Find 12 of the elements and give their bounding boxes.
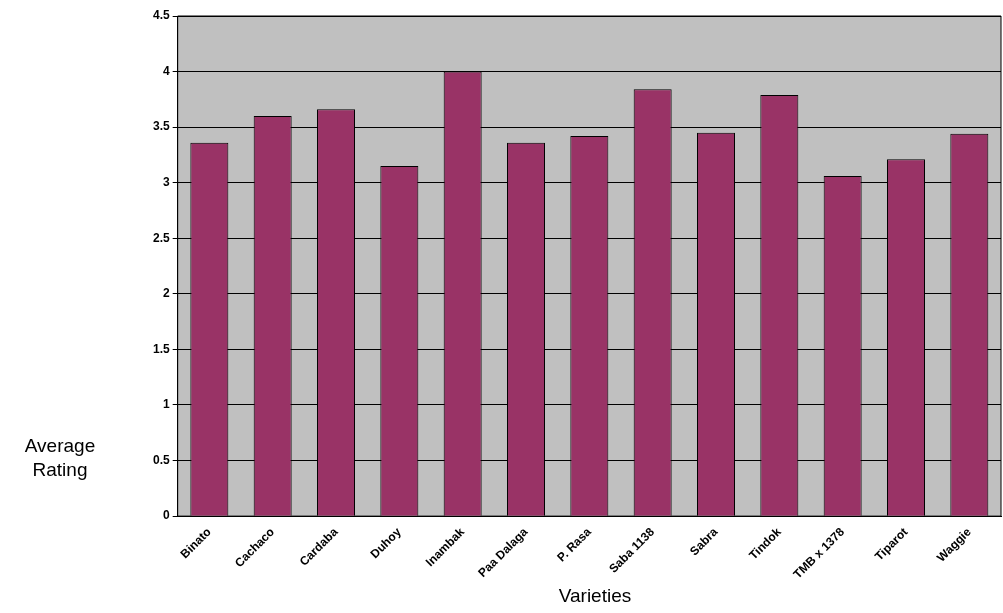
y-tick-label: 1.5 [152, 341, 170, 356]
y-tick-label: 3 [162, 175, 170, 190]
y-tick-label: 3.5 [152, 119, 170, 134]
y-tick-label: 4 [162, 63, 170, 78]
y-axis-title: Average Rating [23, 434, 97, 482]
y-tick-label: 2 [162, 286, 170, 301]
y-tick-label: 0 [162, 508, 170, 523]
y-tick-label: 1 [162, 397, 170, 412]
y-tick-label: 4.5 [152, 8, 170, 23]
y-tick-label: 2.5 [152, 230, 170, 245]
y-tick-label: 0.5 [152, 452, 170, 467]
x-axis-title: Varieties [557, 585, 633, 607]
